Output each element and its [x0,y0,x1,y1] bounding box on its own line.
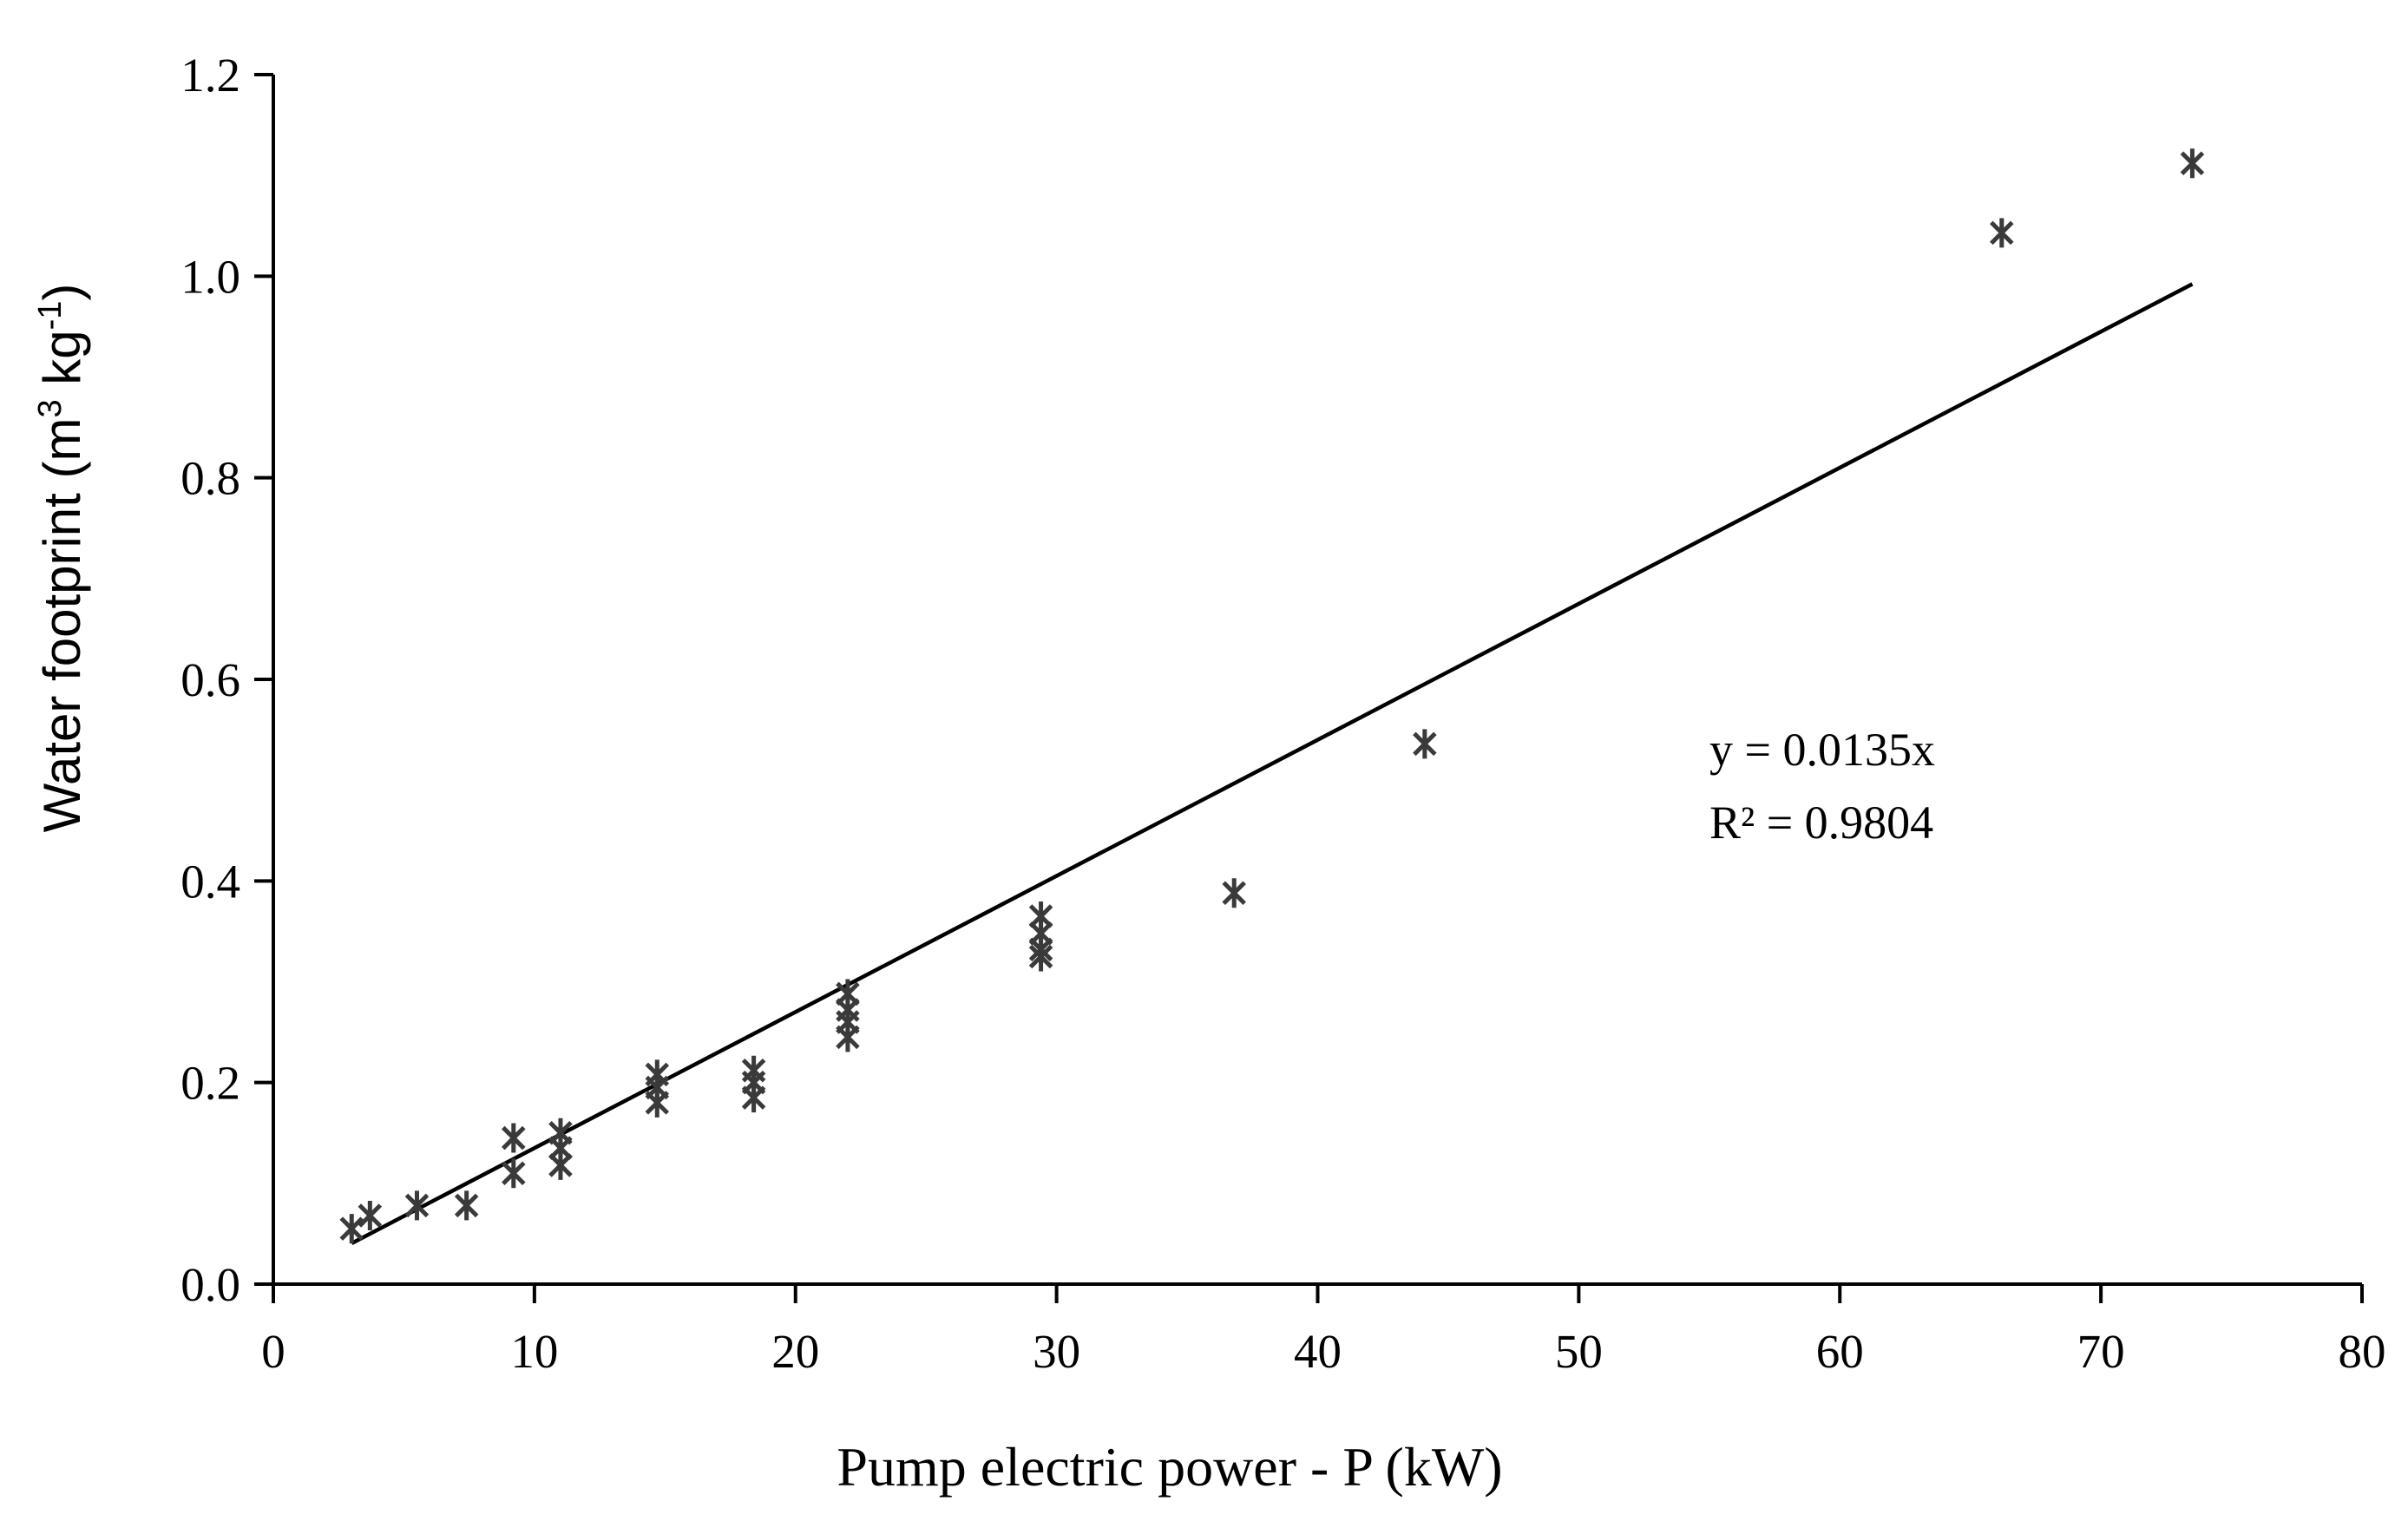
x-tick-label: 50 [1555,1325,1603,1378]
x-tick-label: 20 [771,1325,819,1378]
y-tick-label: 0.8 [180,452,240,505]
x-tick-label: 40 [1294,1325,1342,1378]
x-tick-label: 70 [2077,1325,2125,1378]
data-point [1028,901,1053,931]
y-axis-title: Water footprint (m3 kg-1) [32,284,91,833]
data-point [836,979,860,1009]
y-tick-label: 1.0 [180,250,240,303]
data-point [502,1158,526,1189]
x-tick-label: 10 [510,1325,558,1378]
x-axis-ticks: 0 10 20 30 40 50 60 70 80 [261,1284,2386,1378]
trendline-equation: y = 0.0135x [1709,724,1935,776]
data-point [1413,729,1437,759]
y-tick-label: 1.2 [180,49,240,102]
data-point [454,1190,479,1221]
x-tick-label: 30 [1033,1325,1080,1378]
x-tick-label: 60 [1816,1325,1864,1378]
y-axis-title-prefix: Water footprint (m [33,418,91,833]
data-point [339,1214,364,1244]
data-points [339,148,2205,1244]
y-tick-label: 0.2 [180,1057,240,1110]
data-point [502,1123,526,1153]
data-point [741,1055,766,1085]
y-axis-title-suffix: ) [33,284,91,301]
data-point [404,1190,430,1221]
y-axis-title-middle: kg [33,330,91,399]
data-point [548,1118,573,1148]
y-axis-title-sup-3: 3 [32,399,69,417]
data-point [645,1059,670,1090]
x-axis-title: Pump electric power - P (kW) [837,1436,1502,1498]
data-point [1222,878,1246,908]
y-axis-ticks: 0.0 0.2 0.4 0.6 0.8 1.0 1.2 [180,49,273,1311]
y-tick-label: 0.6 [180,653,240,706]
data-point [358,1201,383,1231]
x-tick-label: 0 [261,1325,285,1378]
data-point [1990,218,2014,248]
y-tick-label: 0.0 [180,1258,240,1311]
data-point [2180,148,2205,179]
r-squared-label: R² = 0.9804 [1709,797,1933,849]
x-tick-label: 80 [2339,1325,2386,1378]
y-tick-label: 0.4 [180,855,240,908]
y-axis-title-sup-neg1: -1 [32,301,69,331]
